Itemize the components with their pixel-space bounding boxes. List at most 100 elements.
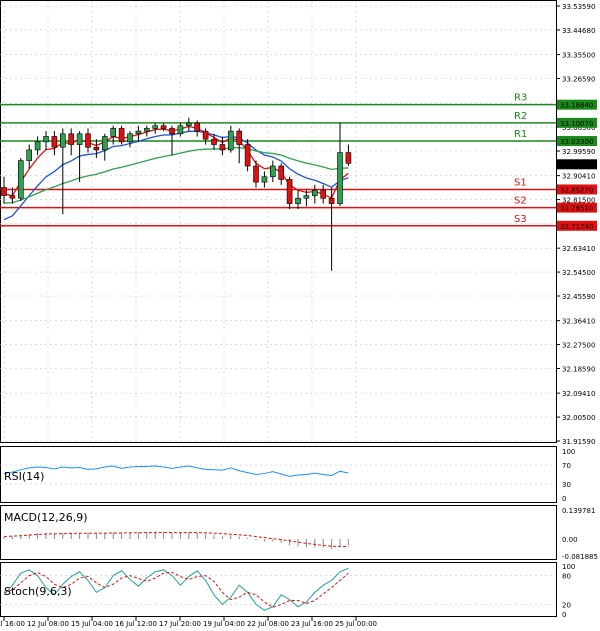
level-value-label: 32.71740 (560, 223, 593, 231)
candle-body (51, 136, 58, 148)
candle-body (118, 128, 125, 143)
price-tick-label: 32.00500 (562, 414, 595, 422)
price-tick-label: 33.08500 (562, 124, 595, 132)
price-tick-label: 31.91590 (562, 438, 595, 446)
ma-blue-line (3, 130, 349, 221)
stoch-tick-label: 0 (562, 611, 566, 619)
price-tick-label: 32.09410 (562, 390, 595, 398)
level-value-box (557, 117, 597, 128)
support-resistance-levels: R3 R2 R1 S1 S2 S3 (0, 93, 556, 227)
rsi-label: RSI(14) (4, 470, 44, 483)
price-tick-label: 32.45590 (562, 293, 595, 301)
price-axis: 33.5359033.4468033.3550033.2659033.17410… (556, 3, 597, 446)
macd-axis: 0.139781 0.00 -0.081885 (562, 507, 598, 561)
price-tick-label: 33.44680 (562, 27, 595, 35)
macd-label: MACD(12,26,9) (4, 511, 88, 524)
price-tick-label: 32.54500 (562, 269, 595, 277)
stoch-tick-label: 80 (562, 573, 571, 581)
price-tick-label: 32.90410 (562, 173, 595, 181)
candle-body (328, 197, 335, 204)
macd-panel-frame (0, 505, 557, 560)
candle-body (244, 144, 251, 167)
price-tick-label: 33.26590 (562, 76, 595, 84)
level-value-box (557, 184, 597, 195)
price-tick-label: 32.99590 (562, 148, 595, 156)
main-grid (0, 1, 556, 442)
macd-signal-line (3, 531, 349, 547)
price-tick-label: 32.18590 (562, 366, 595, 374)
rsi-tick-label: 0 (562, 495, 566, 503)
rsi-axis: 100 70 30 0 (562, 448, 575, 503)
level-name: R2 (514, 111, 527, 122)
candle-body (269, 165, 276, 178)
time-tick-label: 23 Jul 16:00 (291, 620, 333, 628)
level-value-label: 33.16840 (560, 102, 593, 110)
stoch-main-polyline (3, 567, 349, 611)
candle-body (337, 152, 343, 204)
level-value-box (557, 136, 597, 147)
time-tick-label: 25 Jul 00:00 (335, 620, 377, 628)
candle-body (261, 176, 268, 183)
level-name: R3 (514, 93, 527, 104)
level-name: S2 (514, 196, 527, 207)
candle-body (160, 125, 167, 129)
candle-body (211, 138, 217, 145)
candle-body (253, 165, 259, 183)
candle-body (295, 197, 301, 204)
candle-body (127, 133, 133, 143)
candle-body (152, 125, 158, 129)
candle-body (17, 160, 24, 199)
candle-body (43, 136, 49, 143)
candle-body (144, 128, 150, 132)
time-tick-label: 19 Jul 04:00 (203, 620, 245, 628)
candle-body (169, 128, 175, 135)
rsi-tick-label: 70 (562, 462, 571, 470)
candle-body (286, 179, 293, 204)
macd-signal-polyline (3, 531, 349, 547)
stoch-panel-frame (0, 562, 557, 617)
rsi-panel-frame (0, 446, 557, 503)
level-name: S3 (514, 214, 527, 225)
current-price-label: 32.94637 (560, 161, 593, 169)
candle-body (93, 146, 100, 151)
candle-body (110, 128, 116, 137)
candle-body (59, 133, 66, 148)
candle-body (228, 130, 234, 151)
main-panel-frame (0, 0, 557, 443)
rsi-tick-label: 100 (562, 448, 575, 456)
level-value-label: 33.03300 (560, 138, 593, 146)
level-name: R1 (514, 129, 527, 140)
candle-body (202, 130, 209, 140)
time-tick-label: 12 Jul 08:00 (27, 620, 69, 628)
candle-body (186, 122, 192, 127)
stoch-tick-label: 100 (562, 563, 575, 571)
time-tick-label: 15 Jul 04:00 (71, 620, 113, 628)
candle-body (177, 125, 184, 135)
level-value-box (557, 202, 597, 213)
price-tick-label: 32.36410 (562, 318, 595, 326)
candle-body (278, 165, 285, 180)
candle-body (236, 130, 242, 145)
candle-body (76, 133, 83, 145)
candle-body (1, 187, 7, 196)
stoch-axis: 100 80 20 0 (562, 563, 575, 619)
price-tick-label: 33.53590 (562, 3, 595, 11)
candle-body (219, 144, 226, 151)
candle-body (135, 130, 142, 135)
level-value-label: 33.10070 (560, 120, 593, 128)
candle-body (26, 149, 33, 161)
level-value-label: 32.85270 (560, 186, 593, 194)
candle-body (68, 133, 74, 145)
level-value-label: 32.78510 (560, 205, 593, 213)
candle-body (320, 189, 327, 199)
time-tick-label: 17 Jul 20:00 (159, 620, 201, 628)
price-tick-label: 32.27500 (562, 342, 595, 350)
main-panel: R3 R2 R1 S1 S2 S3 (0, 0, 557, 443)
rsi-polyline (3, 465, 349, 477)
rsi-line (3, 465, 349, 477)
macd-tick-label: -0.081885 (562, 553, 598, 561)
ma-green-line (3, 146, 349, 204)
stoch-panel: Stoch(9,6,3) 100 80 20 0 (0, 562, 575, 619)
level-name: S1 (514, 177, 527, 188)
